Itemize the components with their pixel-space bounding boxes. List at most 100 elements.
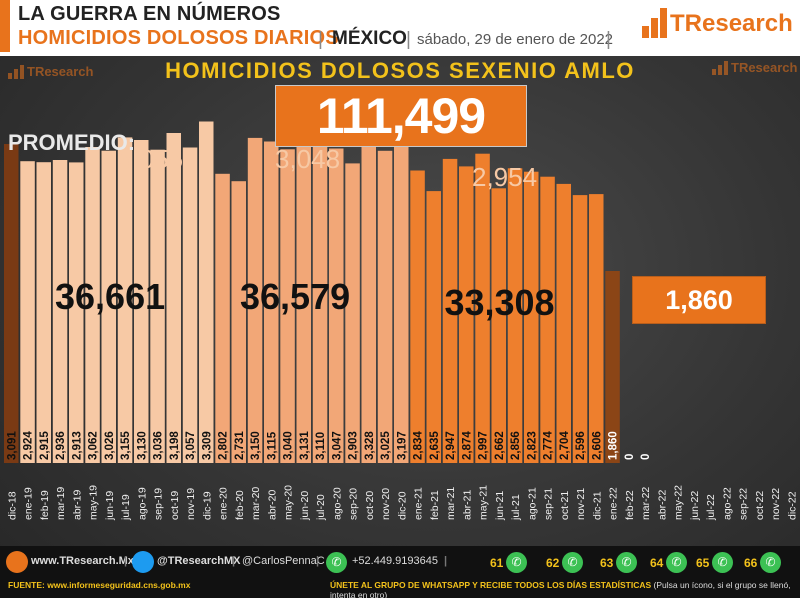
tick-label-ene-22: ene-22 (608, 487, 620, 520)
twitter-icon[interactable] (132, 551, 154, 573)
tick-label-oct-21: oct-21 (559, 491, 571, 520)
bar-dic-21 (589, 194, 604, 463)
value-label-may-21: 2,997 (478, 431, 490, 460)
bar-ago-20 (329, 148, 344, 463)
value-label-ene-19: 2,924 (23, 431, 35, 460)
logo-text: TResearch (670, 10, 793, 37)
web-icon[interactable] (6, 551, 28, 573)
tresearch-logo[interactable]: TResearch (642, 8, 793, 38)
header-accent (0, 0, 10, 52)
bar-sep-20 (345, 163, 360, 463)
bar-may-19 (85, 147, 100, 463)
header-subtitle: HOMICIDIOS DOLOSOS DIARIOS (18, 27, 339, 49)
value-label-oct-21: 2,704 (559, 431, 571, 460)
tick-label-ene-19: ene-19 (23, 487, 35, 520)
bar-mar-19 (52, 160, 68, 463)
tick-label-dic-22: dic-22 (786, 491, 798, 520)
whatsapp-group-icon[interactable]: ✆ (616, 552, 637, 573)
whatsapp-group-icon[interactable]: ✆ (562, 552, 583, 573)
tick-label-jul-19: jul-19 (120, 494, 132, 521)
value-label-may-19: 3,062 (88, 431, 100, 460)
current-month-value: 1,860 (632, 276, 766, 324)
bar-jun-19 (101, 150, 116, 463)
bar-dic-20 (394, 133, 409, 463)
value-label-ene-22: 1,860 (608, 431, 620, 460)
value-label-feb-22: 0 (624, 454, 636, 460)
tick-label-nov-20: nov-20 (380, 488, 392, 520)
whatsapp-group-icon[interactable]: ✆ (760, 552, 781, 573)
whatsapp-group-icon[interactable]: ✆ (506, 552, 527, 573)
twitter-handle-2[interactable]: @CarlosPennaC (242, 555, 325, 567)
whatsapp-group-icon[interactable]: ✆ (712, 552, 733, 573)
source-text: FUENTE: www.informeseguridad.cns.gob.mx (8, 580, 191, 590)
tick-label-ene-20: ene-20 (218, 487, 230, 520)
value-label-ago-20: 3,047 (331, 431, 343, 460)
value-label-jun-20: 3,131 (299, 431, 311, 460)
tick-label-may-19: may-19 (88, 485, 100, 520)
whatsapp-group-number: 63 (600, 556, 614, 570)
value-label-abr-19: 2,913 (71, 431, 83, 460)
value-label-mar-22: 0 (640, 454, 652, 460)
tick-label-mar-22: mar-22 (640, 487, 652, 520)
tick-label-jul-21: jul-21 (510, 494, 522, 521)
value-label-abr-20: 3,115 (266, 431, 278, 460)
footer-separator: | (316, 555, 320, 567)
tick-label-ago-19: ago-19 (136, 487, 148, 520)
promedio-label: PROMEDIO: (8, 130, 136, 155)
value-label-oct-20: 3,328 (364, 431, 376, 460)
bar-jul-19 (117, 137, 133, 463)
tick-label-nov-19: nov-19 (185, 488, 197, 520)
value-label-oct-19: 3,198 (169, 431, 181, 460)
tick-label-oct-19: oct-19 (169, 491, 181, 520)
value-label-dic-18: 3,091 (6, 431, 18, 460)
chart-title: HOMICIDIOS DOLOSOS SEXENIO AMLO (165, 58, 635, 83)
value-label-dic-20: 3,197 (396, 431, 408, 460)
whatsapp-group-icon[interactable]: ✆ (666, 552, 687, 573)
bar-ago-21 (524, 171, 539, 463)
tick-label-mar-21: mar-21 (445, 487, 457, 520)
twitter-handle[interactable]: @TResearchMX (157, 555, 241, 567)
bar-feb-19 (36, 162, 51, 463)
website-link[interactable]: www.TResearch.Mx (31, 555, 134, 567)
tick-label-jun-20: jun-20 (299, 491, 311, 521)
value-label-feb-21: 2,635 (429, 431, 441, 460)
value-label-jul-19: 3,155 (120, 431, 132, 460)
footer-separator: | (444, 555, 448, 567)
logo-bars-icon (8, 65, 24, 79)
whatsapp-message-note: (Pulsa un ícono, si el grupo se llenó, i… (330, 580, 791, 598)
tick-label-feb-22: feb-22 (624, 490, 636, 520)
period-sum: 36,579 (240, 276, 351, 317)
header-bar: LA GUERRA EN NÚMEROS HOMICIDIOS DOLOSOS … (0, 0, 800, 56)
header-separator: | (318, 29, 323, 50)
logo-bars-icon (642, 8, 667, 38)
bar-sep-19 (150, 149, 165, 463)
tick-label-feb-21: feb-21 (429, 490, 441, 520)
watermark-text: TResearch (731, 60, 798, 75)
tick-label-abr-22: abr-22 (656, 489, 668, 520)
footer-contacts: www.TResearch.Mx | @TResearchMX | @Carlo… (0, 551, 800, 575)
tick-label-nov-21: nov-21 (575, 488, 587, 520)
value-label-nov-19: 3,057 (185, 431, 197, 460)
header-separator: | (406, 29, 411, 50)
tick-label-feb-19: feb-19 (39, 490, 51, 520)
value-label-ene-20: 2,802 (218, 431, 230, 460)
whatsapp-icon[interactable]: ✆ (326, 552, 347, 573)
tick-label-may-20: may-20 (283, 485, 295, 520)
bar-mar-21 (442, 158, 458, 463)
phone-number[interactable]: +52.449.9193645 (352, 555, 438, 567)
bar-jun-20 (296, 139, 311, 463)
tick-label-ene-21: ene-21 (413, 487, 425, 520)
whatsapp-group-number: 61 (490, 556, 504, 570)
value-label-dic-21: 2,606 (591, 431, 603, 460)
bar-jul-21 (507, 168, 523, 464)
tick-label-abr-20: abr-20 (266, 489, 278, 520)
value-label-sep-19: 3,036 (153, 431, 165, 460)
value-label-nov-21: 2,596 (575, 431, 587, 460)
tick-label-feb-20: feb-20 (234, 490, 246, 520)
bar-feb-21 (426, 191, 441, 463)
header-date: sábado, 29 de enero de 2022 (417, 31, 614, 48)
bar-ago-19 (134, 140, 149, 463)
bar-ene-22 (605, 271, 620, 463)
tick-label-ago-20: ago-20 (331, 487, 343, 520)
whatsapp-group-number: 64 (650, 556, 664, 570)
